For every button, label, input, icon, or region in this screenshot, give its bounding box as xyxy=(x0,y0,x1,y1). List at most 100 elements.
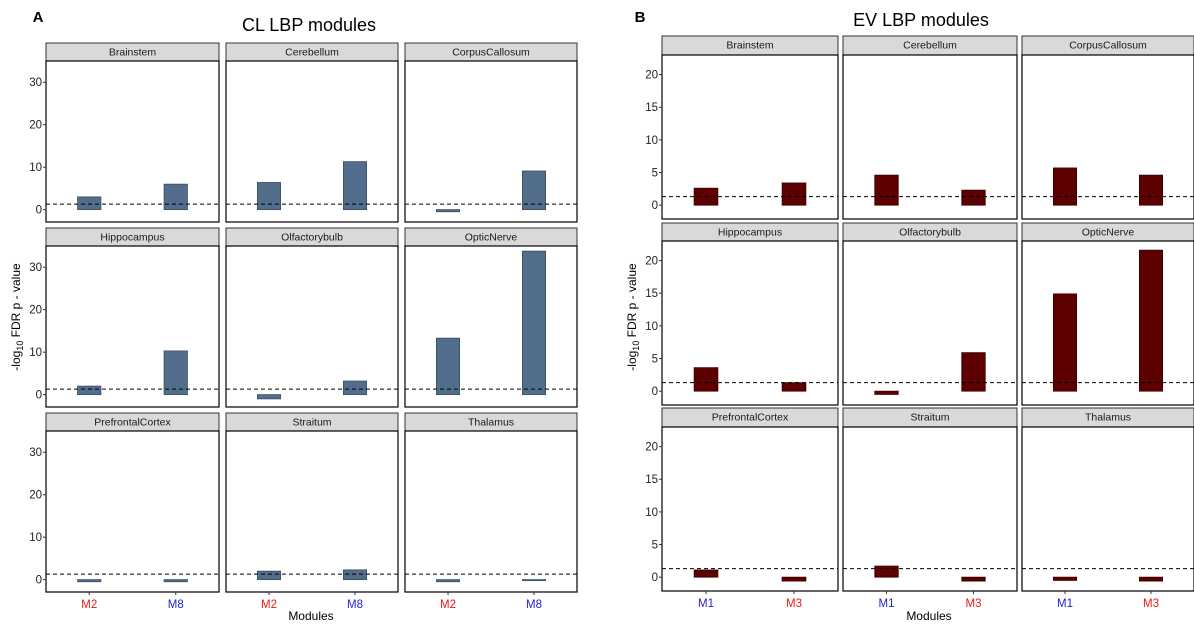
panel-letter: A xyxy=(33,9,44,26)
facet-strip-label: Brainstem xyxy=(109,47,157,59)
bar-m8 xyxy=(521,170,547,211)
facet-strip-label: CorpusCallosum xyxy=(452,47,530,59)
y-tick-label: 20 xyxy=(645,70,658,82)
y-tick-label: 15 xyxy=(645,474,658,486)
x-tick-label-m1: M1 xyxy=(1057,598,1073,610)
facet-panel xyxy=(45,245,220,408)
facet-panel xyxy=(842,426,1018,592)
facet-cerebellum: Cerebellum xyxy=(225,42,399,223)
facet-strip-label: Thalamus xyxy=(468,417,514,429)
y-tick-label: 5 xyxy=(652,168,658,180)
y-tick-label: 10 xyxy=(29,162,42,174)
facet-panel xyxy=(225,430,399,593)
bar-m2 xyxy=(435,579,461,583)
x-tick-label-m2: M2 xyxy=(440,599,456,611)
facet-strip-label: OpticNerve xyxy=(1082,227,1135,239)
bar-m1 xyxy=(874,565,899,578)
bar-m1 xyxy=(1052,576,1078,581)
x-tick-label-m1: M1 xyxy=(698,598,714,610)
y-axis-title-prefix: -log xyxy=(9,351,23,371)
y-axis-title-prefix: -log xyxy=(625,351,639,371)
bar-m3 xyxy=(961,189,986,206)
y-tick-label: 0 xyxy=(652,386,658,398)
facet-strip-label: PrefrontalCortex xyxy=(712,412,789,424)
y-tick-label: 15 xyxy=(645,102,658,114)
facet-strip-label: Cerebellum xyxy=(285,47,339,59)
y-tick-label: 5 xyxy=(652,354,658,366)
bar-m2 xyxy=(77,196,102,211)
facet-hippocampus: Hippocampus 0 10 20 30 xyxy=(29,227,220,408)
facet-panel xyxy=(842,240,1018,406)
facet-panel xyxy=(661,426,839,592)
bar-m8 xyxy=(521,579,547,582)
x-axis-title: Modules xyxy=(906,609,951,623)
facet-panel xyxy=(404,245,578,408)
y-tick-label: 0 xyxy=(36,205,42,217)
x-tick-label-m3: M3 xyxy=(1143,598,1159,610)
facet-strip-label: Olfactorybulb xyxy=(281,232,343,244)
facet-strip-label: Hippocampus xyxy=(718,227,782,239)
y-tick-label: 0 xyxy=(652,572,658,584)
x-tick-label-m2: M2 xyxy=(81,599,97,611)
bar-m3 xyxy=(961,352,986,392)
facet-panel xyxy=(45,60,220,223)
y-tick-label: 20 xyxy=(645,256,658,268)
facet-panel xyxy=(661,54,839,220)
facet-thalamus: Thalamus M1 M3 xyxy=(1021,407,1194,610)
facet-olfactorybulb: Olfactorybulb xyxy=(842,222,1018,406)
facet-opticnerve: OpticNerve xyxy=(404,227,578,408)
bar-m1 xyxy=(1052,167,1078,206)
bar-m1 xyxy=(693,569,719,578)
y-tick-label: 15 xyxy=(645,288,658,300)
facet-strip-label: OpticNerve xyxy=(465,232,518,244)
bar-m2 xyxy=(77,579,102,583)
bar-m2 xyxy=(435,337,461,396)
facet-opticnerve: OpticNerve xyxy=(1021,222,1194,406)
bar-m3 xyxy=(1138,249,1164,392)
facet-panel xyxy=(661,240,839,406)
x-tick-label-m1: M1 xyxy=(879,598,895,610)
facet-panel xyxy=(404,430,578,593)
bar-m8 xyxy=(163,579,188,583)
y-tick-label: 10 xyxy=(645,507,658,519)
bar-m2 xyxy=(256,394,282,400)
facet-panel xyxy=(1021,54,1194,220)
y-tick-label: 20 xyxy=(29,490,42,502)
facet-panel xyxy=(1021,240,1194,406)
facet-straitum: Straitum M2 M8 xyxy=(225,412,399,611)
facet-panel xyxy=(225,60,399,223)
facet-strip-label: Hippocampus xyxy=(100,232,164,244)
facet-cerebellum: Cerebellum xyxy=(842,35,1018,220)
facet-strip-label: Cerebellum xyxy=(903,40,957,52)
bar-m3 xyxy=(1138,174,1164,206)
facet-panel xyxy=(1021,426,1194,592)
y-tick-label: 30 xyxy=(29,262,42,274)
bar-m8 xyxy=(163,183,188,211)
facet-strip-label: Straitum xyxy=(292,417,331,429)
bar-m1 xyxy=(874,174,899,206)
bar-m1 xyxy=(693,367,719,392)
facet-prefrontalcortex: PrefrontalCortex 0 5 10 15 20 M1 M3 xyxy=(645,407,839,610)
y-tick-label: 0 xyxy=(652,200,658,212)
facet-corpuscallosum: CorpusCallosum xyxy=(1021,35,1194,220)
facet-strip-label: Olfactorybulb xyxy=(899,227,961,239)
bar-m8 xyxy=(342,569,368,581)
x-axis-title: Modules xyxy=(288,609,333,623)
y-axis-title-subscript: 10 xyxy=(15,341,25,351)
y-axis-title: -log10 FDR p - value xyxy=(9,263,25,371)
y-tick-label: 30 xyxy=(29,447,42,459)
y-axis-title-suffix: FDR p - value xyxy=(625,263,639,341)
facet-prefrontalcortex: PrefrontalCortex 0 10 20 30 M2 M8 xyxy=(29,412,220,611)
facet-panel xyxy=(225,245,399,408)
facet-corpuscallosum: CorpusCallosum xyxy=(404,42,578,223)
x-tick-label-m8: M8 xyxy=(347,599,363,611)
x-tick-label-m2: M2 xyxy=(261,599,277,611)
bar-m3 xyxy=(961,576,986,582)
bar-m3 xyxy=(781,576,807,582)
x-tick-label-m3: M3 xyxy=(786,598,802,610)
facet-strip-label: PrefrontalCortex xyxy=(94,417,171,429)
facet-brainstem: Brainstem 0 10 20 30 xyxy=(29,42,220,223)
bar-m8 xyxy=(163,350,188,396)
y-tick-label: 20 xyxy=(29,120,42,132)
